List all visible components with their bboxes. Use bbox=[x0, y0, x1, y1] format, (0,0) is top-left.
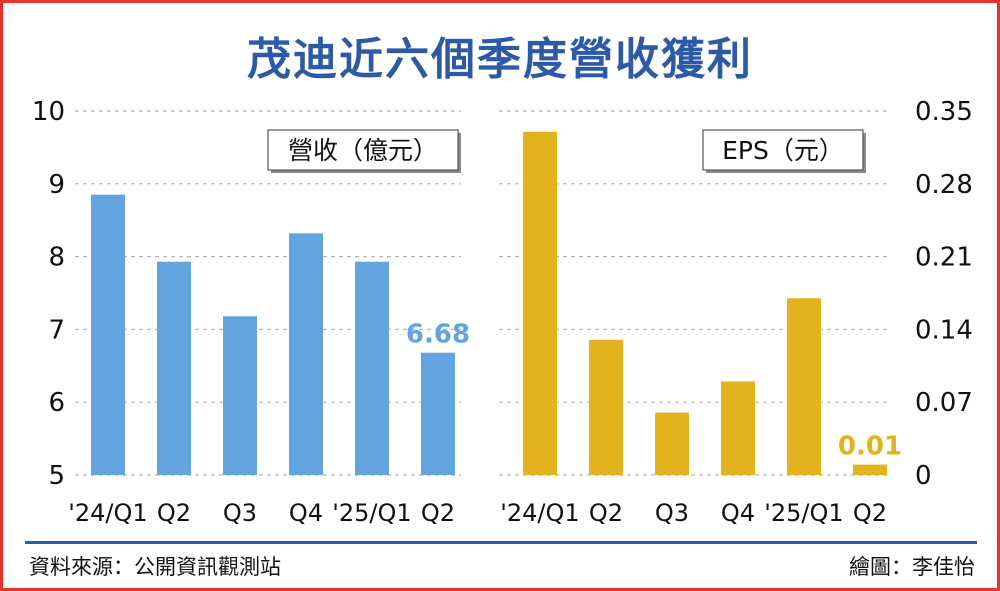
legend-box-eps bbox=[702, 129, 864, 171]
bar-eps-3 bbox=[721, 381, 755, 475]
y-tick-label-revenue-0: 5 bbox=[48, 461, 65, 491]
x-tick-label-eps-3: Q4 bbox=[721, 499, 755, 527]
x-tick-label-eps-0: '24/Q1 bbox=[500, 499, 579, 527]
x-tick-label-revenue-3: Q4 bbox=[289, 499, 323, 527]
x-tick-label-revenue-1: Q2 bbox=[157, 499, 191, 527]
y-tick-label-eps-0: 0 bbox=[915, 461, 932, 491]
x-tick-label-revenue-2: Q3 bbox=[223, 499, 257, 527]
panel-title-eps: EPS（元） bbox=[722, 136, 844, 165]
x-tick-label-revenue-4: '25/Q1 bbox=[332, 499, 411, 527]
legend-box-revenue bbox=[267, 129, 459, 171]
x-tick-label-revenue-5: Q2 bbox=[421, 499, 455, 527]
y-tick-label-eps-5: 0.35 bbox=[915, 97, 973, 127]
y-tick-label-eps-1: 0.07 bbox=[915, 388, 973, 418]
bar-revenue-0 bbox=[91, 194, 125, 475]
bar-revenue-1 bbox=[157, 261, 191, 475]
bar-revenue-4 bbox=[355, 261, 389, 475]
source-note: 資料來源：公開資訊觀測站 bbox=[29, 555, 281, 579]
data-label-revenue-5: 6.68 bbox=[406, 320, 470, 350]
y-tick-label-eps-3: 0.21 bbox=[915, 243, 973, 273]
chart-title: 茂迪近六個季度營收獲利 bbox=[247, 34, 753, 85]
x-tick-label-eps-2: Q3 bbox=[655, 499, 689, 527]
footer-divider bbox=[25, 541, 977, 544]
bar-revenue-5 bbox=[421, 352, 455, 475]
x-tick-label-eps-1: Q2 bbox=[589, 499, 623, 527]
x-tick-label-eps-5: Q2 bbox=[853, 499, 887, 527]
y-tick-label-eps-4: 0.28 bbox=[915, 170, 973, 200]
x-tick-label-revenue-0: '24/Q1 bbox=[68, 499, 147, 527]
y-tick-label-revenue-1: 6 bbox=[48, 388, 65, 418]
bar-eps-5 bbox=[853, 464, 887, 475]
bar-eps-0 bbox=[523, 131, 557, 476]
credit-note: 繪圖：李佳怡 bbox=[849, 555, 975, 579]
bar-eps-2 bbox=[655, 412, 689, 475]
y-tick-label-revenue-4: 9 bbox=[48, 170, 65, 200]
bar-eps-1 bbox=[589, 339, 623, 475]
charts-canvas: 5 6 7 8 9 10 '24/Q1 Q2 Q3 Q4 '25/Q1 Q2 6.68 營收（億元） 0 0.… bbox=[32, 97, 973, 527]
bar-revenue-3 bbox=[289, 233, 323, 475]
y-tick-label-revenue-5: 10 bbox=[32, 97, 65, 127]
y-tick-label-revenue-3: 8 bbox=[48, 243, 65, 273]
bar-eps-4 bbox=[787, 298, 821, 475]
y-tick-label-eps-2: 0.14 bbox=[915, 315, 973, 345]
x-tick-label-eps-4: '25/Q1 bbox=[764, 499, 843, 527]
panel-title-revenue: 營收（億元） bbox=[288, 136, 438, 165]
data-label-eps-5: 0.01 bbox=[838, 432, 902, 462]
bar-revenue-2 bbox=[223, 316, 257, 475]
y-tick-label-revenue-2: 7 bbox=[48, 315, 65, 345]
